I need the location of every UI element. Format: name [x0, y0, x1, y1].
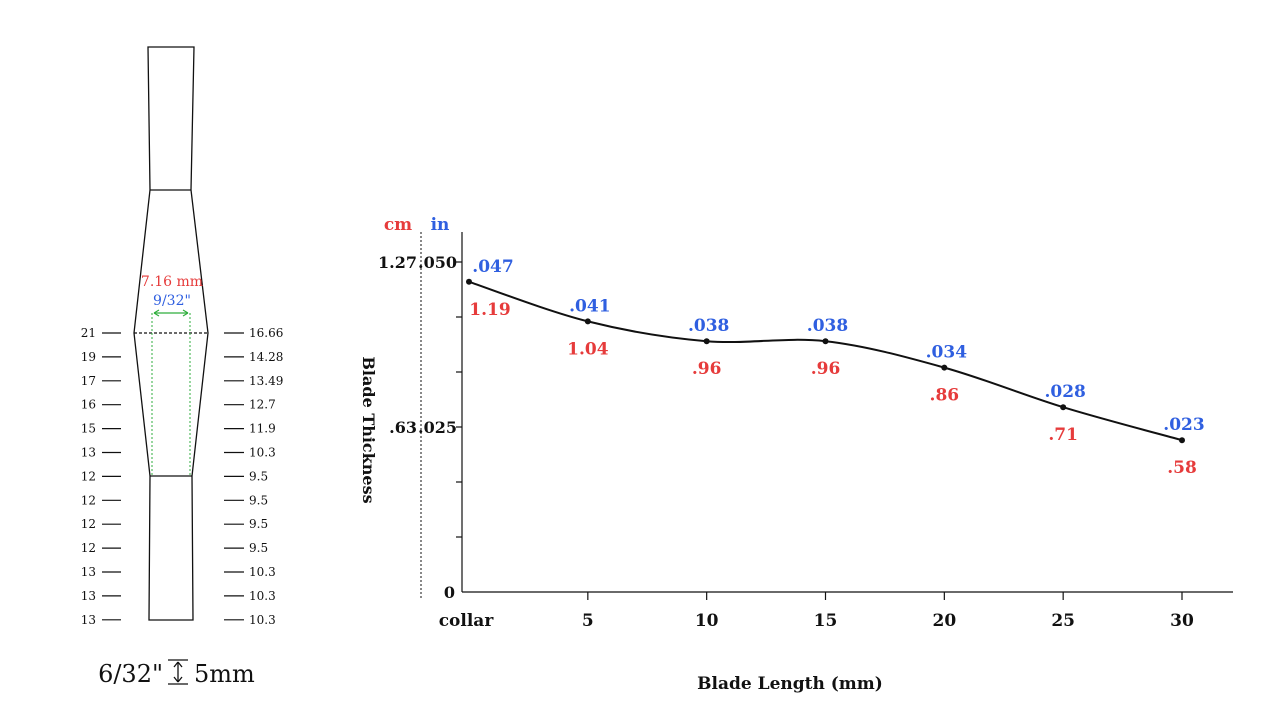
blade-right-value: 14.28	[249, 350, 283, 364]
data-label-in: .038	[688, 316, 729, 336]
blade-left-value: 13	[81, 565, 96, 579]
y-tick-label-zero: 0	[444, 583, 455, 602]
data-point	[822, 338, 829, 345]
data-label-cm: .58	[1167, 458, 1197, 478]
blade-left-value: 17	[81, 374, 96, 388]
blade-left-value: 19	[81, 350, 96, 364]
blade-footer-mm-label: 5mm	[194, 660, 255, 688]
blade-right-value: 10.3	[249, 446, 276, 460]
blade-left-value: 15	[81, 422, 96, 436]
blade-left-value: 21	[81, 326, 96, 340]
data-point	[941, 364, 948, 371]
x-tick-label: 20	[932, 611, 956, 631]
x-tick-label: collar	[439, 611, 495, 631]
blade-guide-dotted-box	[151, 313, 191, 476]
blade-left-value: 13	[81, 613, 96, 627]
blade-right-value: 16.66	[249, 326, 283, 340]
data-label-in: .034	[926, 343, 968, 363]
blade-width-arrow-right-head	[182, 309, 189, 317]
data-label-in: .028	[1044, 382, 1085, 402]
x-axis-ticks	[587, 592, 1183, 600]
blade-diagram: 7.16 mm 9/32" 21 19 17 16 15 13 12 12 12 12 13 13 13…	[81, 46, 283, 688]
y-axis-title: Blade Thickness	[359, 356, 378, 503]
blade-left-value: 12	[81, 469, 96, 483]
data-label-in: .041	[569, 296, 610, 316]
blade-footer-thickness-icon	[168, 659, 188, 685]
data-label-cm: .96	[811, 359, 841, 379]
blade-left-value: 12	[81, 541, 96, 555]
thickness-chart: cm in .050 .025 1.27 .63 0 collar 5 10 15 20 25 30…	[359, 215, 1233, 694]
y-axis-tick-labels: .050 .025 1.27 .63 0	[378, 253, 457, 602]
y-tick-label-cm: .63	[389, 418, 417, 437]
blade-width-arrow-left-head	[153, 309, 160, 317]
y-axis-ticks	[456, 261, 462, 538]
blade-right-value: 10.3	[249, 565, 276, 579]
blade-right-value: 11.9	[249, 422, 276, 436]
blade-right-values: 16.66 14.28 13.49 12.7 11.9 10.3 9.5 9.5 9.5 9.5 1…	[224, 326, 283, 627]
data-label-cm: .86	[930, 386, 960, 406]
x-axis-title: Blade Length (mm)	[697, 674, 883, 694]
thickness-series-points	[466, 278, 1185, 444]
y-tick-label-cm: 1.27	[378, 253, 417, 272]
data-point	[1179, 437, 1185, 444]
blade-right-value: 13.49	[249, 374, 283, 388]
blade-left-value: 13	[81, 446, 96, 460]
unit-in-label: in	[431, 215, 450, 235]
data-label-cm: 1.04	[567, 339, 609, 359]
blade-right-value: 9.5	[249, 517, 268, 531]
blade-right-value: 9.5	[249, 493, 268, 507]
x-tick-label: 5	[582, 611, 594, 631]
blade-right-value: 10.3	[249, 613, 276, 627]
blade-footer-in-label: 6/32"	[98, 660, 163, 688]
x-tick-label: 15	[814, 611, 838, 631]
blade-right-value: 9.5	[249, 469, 268, 483]
data-point	[1060, 404, 1067, 411]
data-label-in: .038	[807, 316, 848, 336]
thickness-inch-labels: .047 .041 .038 .038 .034 .028 .023	[472, 257, 1204, 435]
data-label-cm: .71	[1048, 425, 1078, 445]
blade-left-value: 13	[81, 589, 96, 603]
blade-outline	[133, 46, 209, 621]
blade-left-value: 12	[81, 517, 96, 531]
blade-left-value: 16	[81, 398, 96, 412]
blade-left-value: 12	[81, 493, 96, 507]
data-point	[466, 278, 472, 285]
unit-cm-label: cm	[384, 215, 412, 235]
y-tick-label-in: .025	[418, 418, 457, 437]
data-label-cm: 1.19	[469, 300, 510, 320]
thickness-cm-labels: 1.19 1.04 .96 .96 .86 .71 .58	[469, 300, 1196, 478]
blade-width-in-label: 9/32"	[153, 293, 191, 309]
blade-right-value: 10.3	[249, 589, 276, 603]
y-tick-label-in: .050	[418, 253, 457, 272]
x-tick-label: 30	[1170, 611, 1194, 631]
data-label-in: .023	[1163, 415, 1204, 435]
data-point	[584, 318, 591, 325]
x-tick-label: 25	[1051, 611, 1075, 631]
blade-right-value: 9.5	[249, 541, 268, 555]
data-point	[703, 338, 710, 345]
blade-width-mm-label: 7.16 mm	[141, 274, 203, 290]
x-tick-label: 10	[695, 611, 719, 631]
data-label-in: .047	[472, 257, 513, 277]
blade-right-value: 12.7	[249, 398, 276, 412]
x-axis-tick-labels: collar 5 10 15 20 25 30	[439, 611, 1194, 631]
data-label-cm: .96	[692, 359, 722, 379]
blade-left-values: 21 19 17 16 15 13 12 12 12 12 13 13 13	[81, 326, 121, 627]
